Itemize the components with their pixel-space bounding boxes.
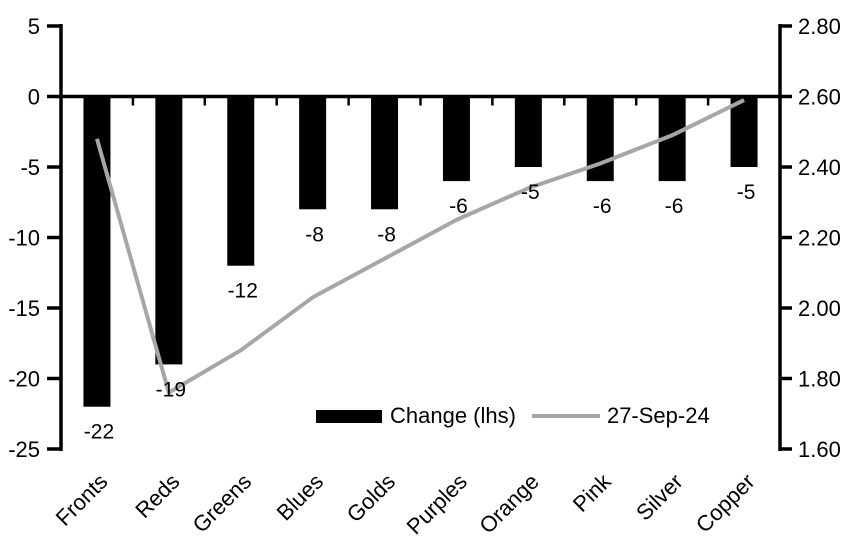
bar: [514, 96, 542, 167]
left-axis-tick-label: 5: [28, 14, 40, 39]
right-axis-tick-label: 2.20: [798, 226, 841, 251]
legend-line-label: 27-Sep-24: [606, 403, 710, 428]
right-axis-tick-label: 1.80: [798, 367, 841, 392]
bar: [227, 96, 255, 266]
category-label: Purples: [402, 469, 472, 539]
line-series: [95, 98, 745, 395]
bar: [442, 96, 470, 182]
bar-data-label: -5: [737, 181, 756, 204]
bar-data-label: -8: [305, 223, 324, 246]
bar-data-label: -6: [665, 195, 684, 218]
category-label: Blues: [272, 469, 329, 526]
left-axis-tick-label: 0: [28, 85, 40, 110]
left-axis-tick-label: -5: [20, 155, 40, 180]
left-axis-tick-label: -10: [8, 226, 40, 251]
left-axis-tick-label: -20: [8, 367, 40, 392]
legend-bar-swatch: [316, 409, 382, 423]
bar: [155, 96, 183, 365]
bar-data-label: -19: [156, 378, 186, 401]
right-axis-tick-label: 2.40: [798, 155, 841, 180]
legend-bar-label: Change (lhs): [390, 403, 516, 428]
category-label: Reds: [130, 469, 184, 523]
category-label: Fronts: [51, 469, 113, 531]
left-axis-tick-label: -25: [8, 437, 40, 462]
bar-data-label: -22: [84, 421, 114, 444]
category-label: Silver: [631, 469, 688, 526]
legend-line-swatch: [531, 414, 600, 418]
right-axis-tick-label: 2.80: [798, 14, 841, 39]
bar-data-label: -12: [228, 280, 258, 303]
category-label: Greens: [188, 469, 257, 538]
bar: [83, 96, 111, 407]
right-axis-tick-label: 2.60: [798, 85, 841, 110]
bar-data-label: -6: [449, 195, 468, 218]
legend: Change (lhs) 27-Sep-24: [316, 403, 710, 428]
category-label: Orange: [474, 469, 544, 539]
category-label: Copper: [691, 469, 760, 538]
category-label: Golds: [342, 469, 400, 527]
bar: [371, 96, 399, 210]
bar-data-label: -5: [521, 181, 540, 204]
bar-data-label: -8: [377, 223, 396, 246]
category-label: Pink: [568, 468, 617, 517]
bar: [730, 96, 758, 167]
left-axis-tick-label: -15: [8, 296, 40, 321]
bar-data-label: -6: [593, 195, 612, 218]
right-axis-tick-label: 2.00: [798, 296, 841, 321]
bar: [299, 96, 327, 210]
right-axis-tick-label: 1.60: [798, 437, 841, 462]
